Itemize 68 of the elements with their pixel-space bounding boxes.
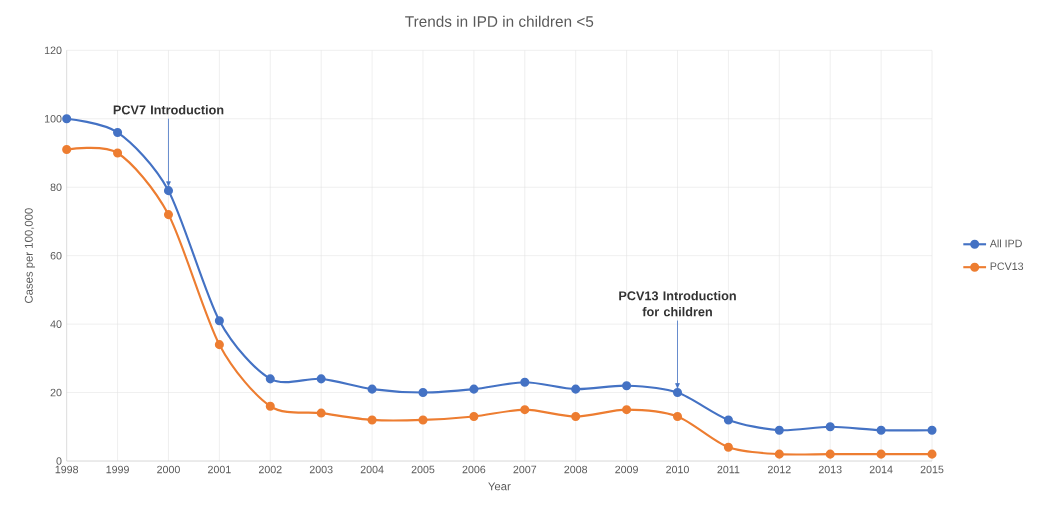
point xyxy=(62,114,72,124)
point xyxy=(469,411,479,422)
point xyxy=(316,408,326,418)
point xyxy=(367,415,377,425)
point xyxy=(520,377,530,387)
x-tick-label: 2007 xyxy=(513,465,537,474)
point xyxy=(672,411,683,422)
point xyxy=(163,186,174,196)
point xyxy=(418,388,428,398)
point xyxy=(927,449,937,459)
point xyxy=(163,210,174,220)
point xyxy=(265,374,275,384)
x-tick-label: 2012 xyxy=(767,465,791,474)
point xyxy=(520,405,530,415)
chart-title: Trends in IPD in children <5 xyxy=(405,15,594,27)
x-tick-label: 1999 xyxy=(106,465,129,474)
point xyxy=(825,422,835,432)
point xyxy=(265,401,275,411)
point xyxy=(418,415,428,425)
x-tick-label: 1998 xyxy=(55,465,79,474)
legend-label: PCV13 xyxy=(990,262,1024,271)
y-tick-label: 80 xyxy=(50,183,62,191)
point xyxy=(367,384,377,394)
point xyxy=(316,374,326,384)
x-tick-label: 2010 xyxy=(666,465,689,474)
y-tick-label: 40 xyxy=(50,320,62,328)
point xyxy=(622,381,632,391)
x-tick-label: 2009 xyxy=(615,465,638,474)
point xyxy=(876,449,886,459)
point xyxy=(672,388,683,398)
y-tick-label: 20 xyxy=(50,388,62,397)
point xyxy=(62,145,72,155)
point xyxy=(113,127,123,137)
x-tick-label: 2002 xyxy=(258,465,282,474)
x-tick-label: 2003 xyxy=(309,465,333,474)
x-tick-label: 2001 xyxy=(208,465,231,474)
x-tick-label: 2000 xyxy=(157,465,180,474)
x-tick-label: 2006 xyxy=(462,465,486,474)
point xyxy=(622,405,632,415)
legend-label: All IPD xyxy=(989,239,1022,248)
y-axis-title: Cases per 100,000 xyxy=(24,208,35,303)
x-tick-label: 2011 xyxy=(717,465,740,474)
x-tick-label: 2008 xyxy=(564,465,588,474)
point xyxy=(723,415,733,425)
y-tick-label: 0 xyxy=(56,457,62,465)
point xyxy=(927,425,937,435)
point xyxy=(214,340,224,350)
point xyxy=(825,449,835,459)
x-tick-label: 2014 xyxy=(869,465,893,474)
x-axis-title: Year xyxy=(488,482,511,491)
point xyxy=(214,316,224,326)
point xyxy=(876,425,886,435)
y-tick-label: 100 xyxy=(44,115,62,123)
annotation: PCV13 Introduction for children xyxy=(619,290,736,317)
point xyxy=(774,449,784,459)
x-tick-label: 2013 xyxy=(818,465,842,474)
x-tick-label: 2005 xyxy=(411,465,435,474)
x-tick-label: 2004 xyxy=(360,465,384,474)
point xyxy=(774,425,784,435)
point xyxy=(113,148,123,158)
y-tick-label: 120 xyxy=(44,46,62,55)
y-tick-label: 60 xyxy=(50,251,62,260)
point xyxy=(571,384,581,394)
point xyxy=(469,384,479,394)
point xyxy=(723,442,733,452)
x-tick-label: 2015 xyxy=(920,465,944,474)
annotation: PCV7 Introduction xyxy=(113,105,224,115)
point xyxy=(571,411,581,422)
